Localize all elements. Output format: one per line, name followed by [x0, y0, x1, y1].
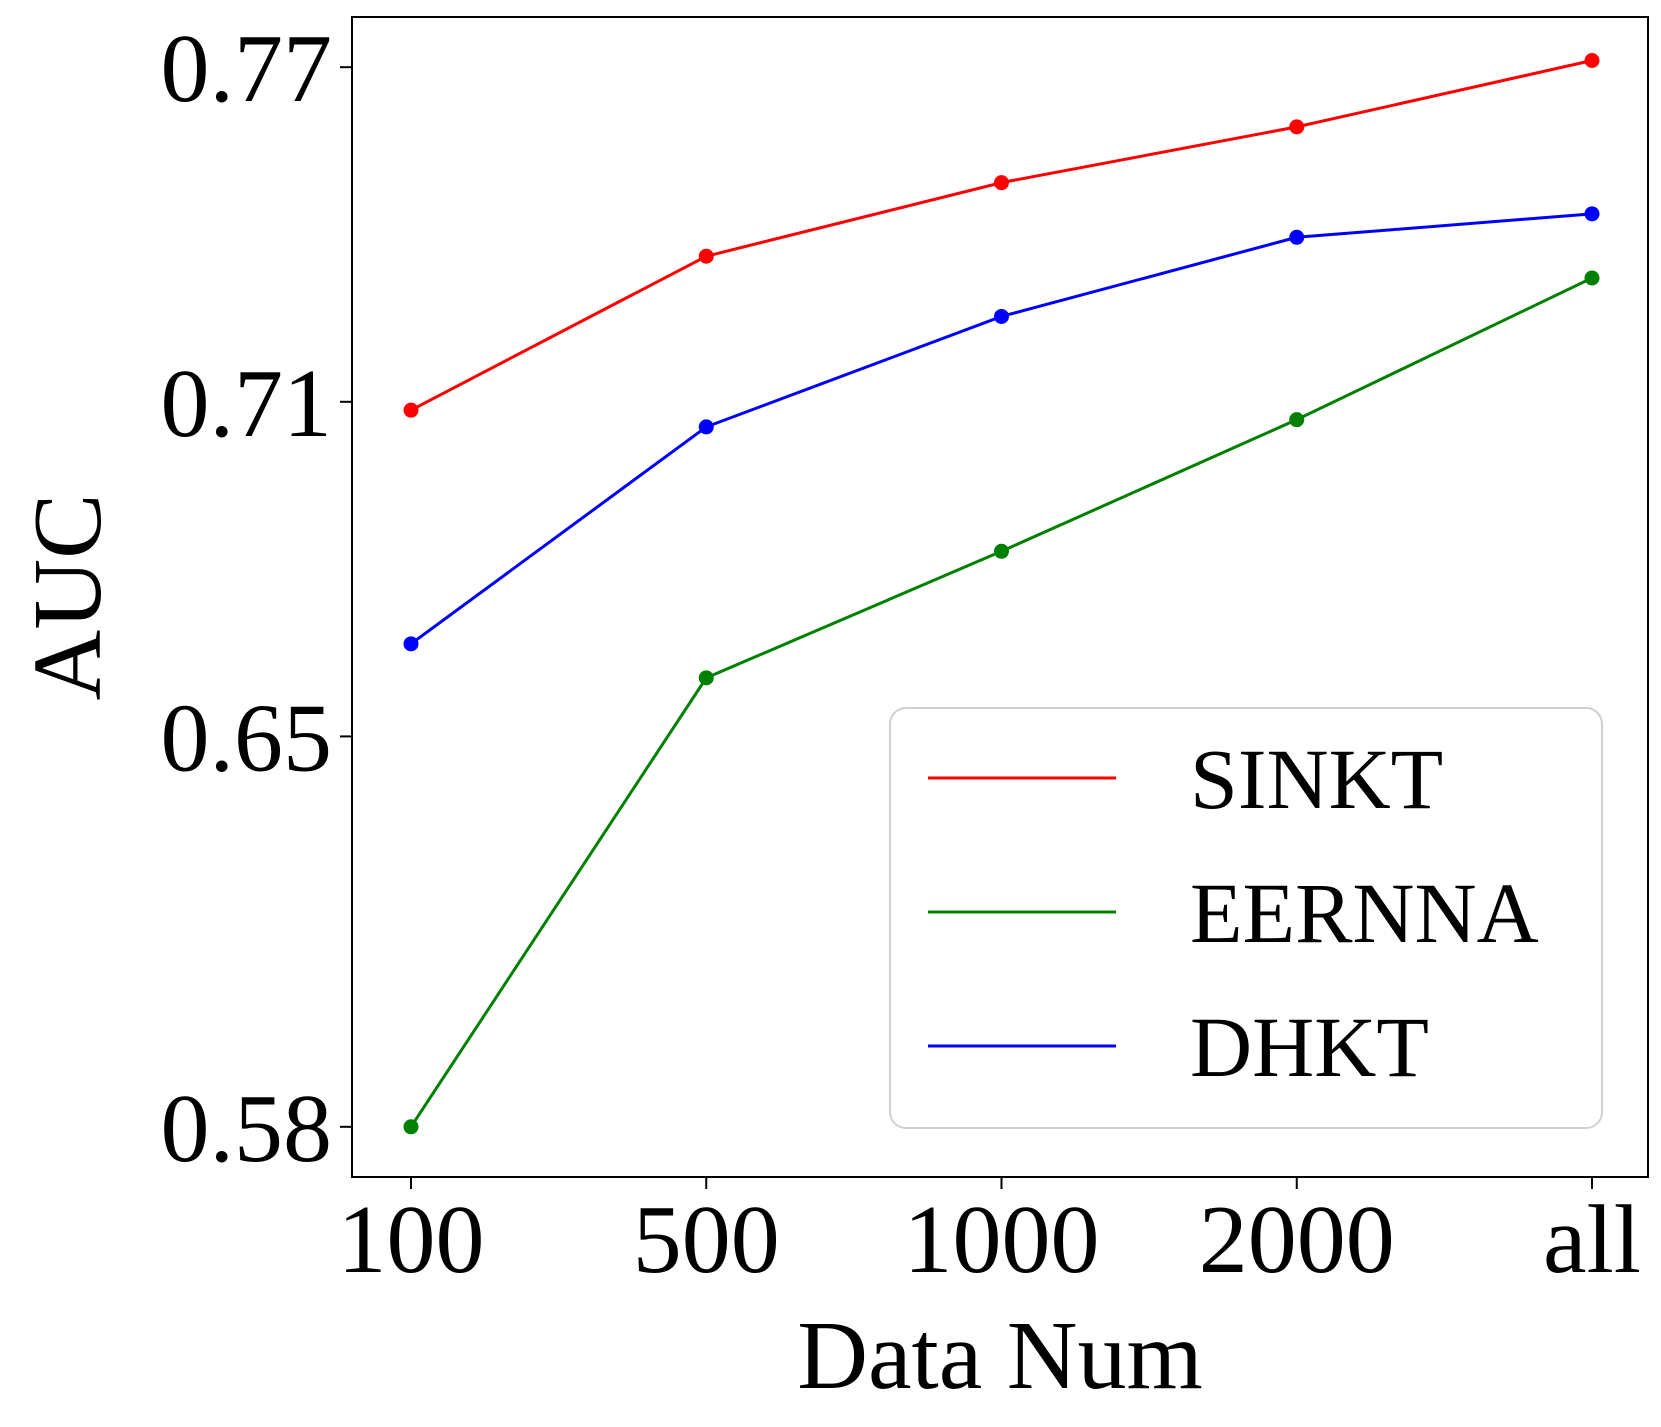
- series-dhkt: [403, 206, 1600, 652]
- y-tick-label: 0.71: [161, 350, 333, 458]
- data-point: [698, 248, 714, 264]
- x-tick-label: 1000: [904, 1186, 1100, 1294]
- data-point: [994, 175, 1009, 191]
- legend-label: DHKT: [1190, 999, 1429, 1095]
- data-point: [403, 402, 419, 418]
- x-axis-label: Data Num: [797, 1302, 1203, 1410]
- data-point: [698, 670, 714, 686]
- legend-items: SINKT EERNNA DHKT: [928, 731, 1539, 1095]
- data-point: [1584, 53, 1600, 68]
- data-point: [1289, 412, 1305, 428]
- x-tick-label: all: [1543, 1186, 1641, 1294]
- x-axis: 100 500 1000 2000 all: [338, 1177, 1641, 1294]
- data-point: [1289, 229, 1305, 245]
- y-axis-label: AUC: [14, 494, 122, 701]
- data-point: [403, 1119, 419, 1135]
- data-point: [403, 636, 419, 652]
- plot-frame: [351, 16, 1649, 1178]
- data-point: [1289, 119, 1305, 135]
- y-tick-label: 0.77: [161, 15, 333, 123]
- x-tick-label: 500: [633, 1186, 780, 1294]
- x-tick-label: 2000: [1199, 1186, 1395, 1294]
- data-point: [1584, 206, 1600, 222]
- series-sinkt: [403, 53, 1600, 418]
- data-point: [1584, 270, 1600, 286]
- y-axis: 0.58 0.65 0.71 0.77: [161, 15, 352, 1183]
- series-line: [410, 59, 1593, 412]
- x-tick-label: 100: [338, 1186, 485, 1294]
- legend-label: SINKT: [1190, 731, 1443, 827]
- data-point: [994, 308, 1009, 324]
- series-layer: [403, 53, 1600, 1135]
- legend: SINKT EERNNA DHKT: [889, 707, 1603, 1129]
- data-point: [994, 543, 1009, 559]
- y-tick-label: 0.65: [161, 684, 333, 792]
- legend-label: EERNNA: [1190, 865, 1539, 961]
- series-line: [410, 212, 1593, 646]
- legend-box: [889, 707, 1603, 1129]
- series-eernna: [403, 270, 1600, 1135]
- y-tick-label: 0.58: [161, 1075, 333, 1183]
- plot-area: [351, 16, 1649, 1178]
- data-point: [698, 419, 714, 435]
